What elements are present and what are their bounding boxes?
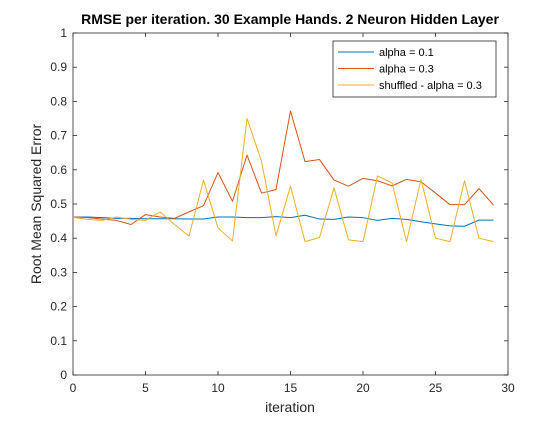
y-tick-label: 0.9	[50, 60, 67, 74]
x-tick-label: 20	[356, 381, 370, 395]
series-line-2	[72, 110, 494, 226]
y-tick-label: 0.3	[50, 265, 67, 279]
y-tick-label: 0	[60, 368, 67, 382]
x-tick-label: 0	[70, 381, 77, 395]
axis-ticks: 0 5 10 15 20 25 30 0 0.1 0.2 0.3 0.4 0.5 0.6 0.7 0.8 0.9…	[50, 26, 515, 395]
y-tick-label: 1	[60, 26, 67, 40]
legend-items: alpha = 0.1 alpha = 0.3 shuffled - alpha =…	[338, 47, 482, 92]
y-tick-label: 0.5	[50, 197, 67, 211]
y-tick-label: 0.7	[50, 129, 67, 143]
x-tick-label: 25	[429, 381, 443, 395]
x-tick-label: 30	[501, 381, 515, 395]
legend-label-2: alpha = 0.3	[379, 64, 434, 76]
y-tick-label: 0.1	[50, 334, 67, 348]
y-axis-title: Root Mean Squared Error	[28, 124, 44, 285]
series-lines	[72, 110, 494, 243]
y-tick-label: 0.4	[50, 231, 67, 245]
chart-title: RMSE per iteration. 30 Example Hands. 2 …	[81, 11, 499, 27]
series-line-1	[73, 214, 494, 227]
legend-label-1: alpha = 0.1	[379, 47, 434, 59]
x-tick-label: 15	[284, 381, 298, 395]
legend: alpha = 0.1 alpha = 0.3 shuffled - alpha =…	[332, 40, 497, 98]
y-tick-label: 0.8	[50, 94, 67, 108]
legend-label-3: shuffled - alpha = 0.3	[379, 80, 482, 92]
y-tick-label: 0.6	[50, 163, 67, 177]
x-tick-label: 5	[142, 381, 149, 395]
x-axis-title: iteration	[265, 399, 315, 415]
series-line-3	[72, 118, 494, 243]
x-tick-label: 10	[211, 381, 225, 395]
y-tick-label: 0.2	[50, 300, 67, 314]
